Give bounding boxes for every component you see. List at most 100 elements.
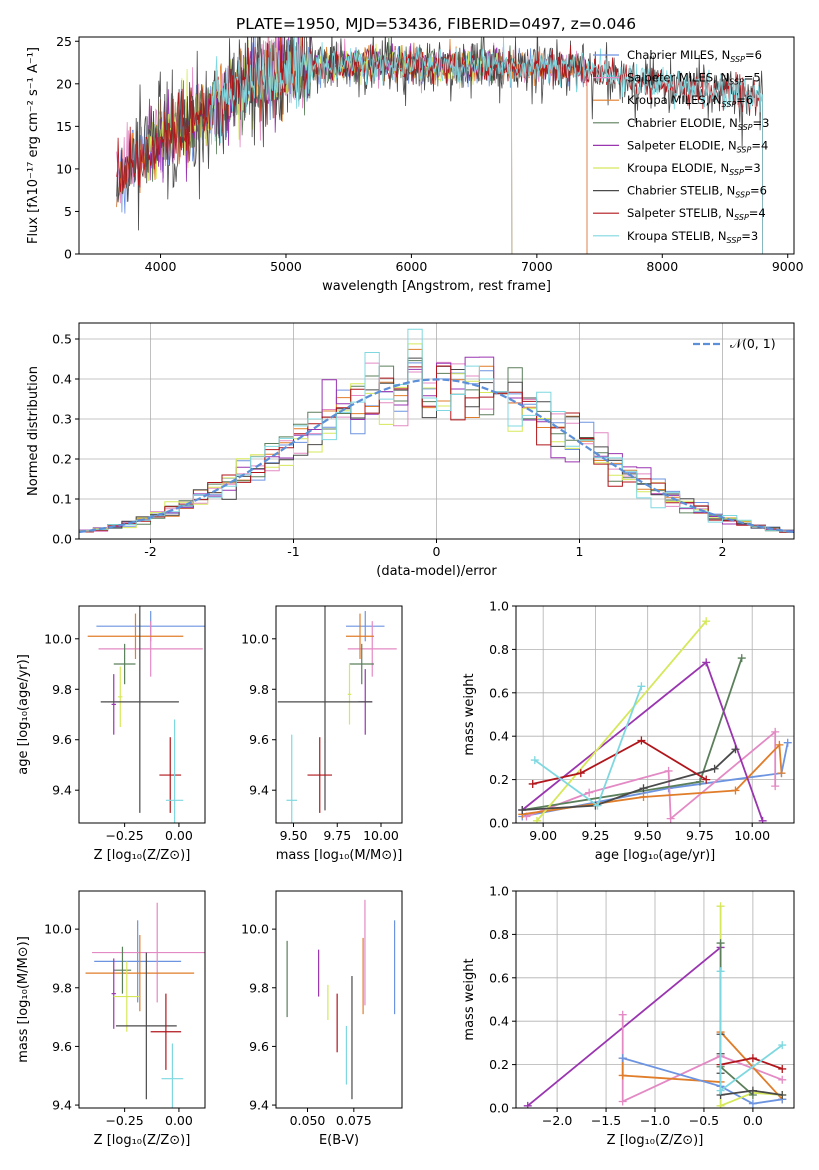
x-tick-label: −0.25 (105, 828, 143, 843)
data-point-marker (695, 777, 704, 786)
spectrum-legend: Chabrier MILES, NSSP=6 Salpeter MILES, NS… (593, 48, 769, 245)
data-point-marker (758, 816, 767, 823)
data-point-marker (716, 902, 725, 911)
y-axis-label: Flux [fλ10⁻¹⁷ erg cm⁻² s⁻¹ A⁻¹] (26, 47, 41, 244)
panel-age_vs_Z: −0.25 0.00 9.4 9.6 9.8 10.0 Z [log₁₀(Z/Z⊙)] age… (16, 605, 206, 863)
data-point-marker (710, 764, 719, 773)
x-axis-label: mass [log₁₀(M/M⊙)] (276, 848, 403, 863)
y-tick-label: 0.5 (52, 332, 72, 347)
y-axis-label: mass weight (462, 673, 477, 755)
y-tick-label: 0.4 (489, 1014, 509, 1029)
panel-spectrum: Chabrier MILES, NSSP=6 Salpeter MILES, NS… (26, 34, 804, 294)
plot-area-age_vs_mass (277, 606, 397, 823)
data-point-marker (737, 654, 746, 663)
legend-entry: Salpeter ELODIE, NSSP=4 (627, 138, 768, 154)
x-tick-label: 10.00 (734, 828, 770, 843)
x-tick-label: −0.25 (105, 1113, 143, 1128)
x-tick-label: -1 (287, 544, 299, 559)
y-tick-label: 0.0 (489, 1101, 509, 1116)
y-tick-label: 10.0 (44, 631, 72, 646)
data-point-marker (518, 805, 527, 814)
y-tick-label: 25 (56, 34, 72, 49)
data-point-marker (778, 1064, 787, 1073)
legend-entry: Chabrier MILES, NSSP=6 (627, 48, 762, 64)
panel-age_vs_mass: 9.50 9.75 10.00 9.4 9.6 9.8 10.0 mass [log₁₀(M/… (241, 605, 403, 863)
data-point-marker (523, 1101, 532, 1108)
y-tick-label: 9.4 (249, 1098, 269, 1113)
x-tick-label: 9.75 (686, 828, 714, 843)
axes-frame (515, 605, 795, 824)
data-point-marker (618, 1097, 627, 1106)
x-tick-label: −2.0 (542, 1113, 572, 1128)
data-point-marker (618, 1071, 627, 1080)
data-point-marker (778, 1041, 787, 1050)
data-point-marker (778, 1075, 787, 1084)
legend-entry: Kroupa STELIB, NSSP=3 (627, 229, 758, 245)
data-point-marker (585, 788, 594, 797)
data-point-marker (637, 736, 646, 745)
data-point-marker (783, 738, 792, 747)
data-point-marker (731, 745, 740, 754)
x-tick-label: 9.75 (323, 828, 351, 843)
x-tick-label: 0.075 (336, 1113, 372, 1128)
y-tick-label: 0.2 (489, 1057, 509, 1072)
y-tick-label: 9.8 (249, 682, 269, 697)
axes-frame (275, 890, 403, 1109)
plot-area-spectrum (116, 37, 763, 254)
y-tick-label: 0.4 (489, 729, 509, 744)
x-axis-label: E(B-V) (319, 1133, 359, 1148)
y-tick-label: 9.4 (52, 783, 72, 798)
figure-title: PLATE=1950, MJD=53436, FIBERID=0497, z=0… (236, 15, 636, 33)
y-tick-label: 0.6 (489, 970, 509, 985)
y-axis-label: Normed distribution (26, 366, 41, 496)
data-point-marker (576, 769, 585, 778)
y-tick-label: 10.0 (241, 922, 269, 937)
panel-weight_vs_Z: −2.0 −1.5 −1.0 −0.5 0.0 0.0 0.2 0.4 0.6 0.8 1.0 Z [… (462, 884, 795, 1148)
axes-frame (78, 36, 795, 255)
plot-area-weight_vs_age (518, 617, 792, 823)
weight-series-line (532, 739, 707, 785)
axes-frame (275, 605, 403, 824)
y-tick-label: 9.6 (249, 1039, 269, 1054)
legend-entry: 𝒩(0, 1) (730, 336, 776, 351)
data-point-marker (775, 740, 784, 749)
y-tick-label: 0.2 (52, 452, 72, 467)
data-point-marker (530, 756, 539, 765)
x-tick-label: -2 (144, 544, 156, 559)
y-tick-label: 0 (64, 247, 72, 262)
x-tick-label: 9.50 (280, 828, 308, 843)
panel-residuals: 𝒩(0, 1) -2 -1 0 1 2 0.0 0.1 0.2 0.3 0.4 0.5 (data-mo… (26, 322, 795, 579)
y-tick-label: 0.4 (52, 372, 72, 387)
data-point-marker (771, 727, 780, 736)
x-tick-label: 10.00 (363, 828, 399, 843)
data-point-marker (618, 1054, 627, 1063)
data-point-marker (639, 792, 648, 801)
data-point-marker (778, 1090, 787, 1099)
data-point-marker (532, 816, 541, 823)
y-axis-label: mass [log₁₀(M/M⊙)] (16, 936, 31, 1063)
data-point-marker (716, 967, 725, 976)
axes-frame (78, 605, 206, 824)
weight-series-line (527, 946, 722, 1107)
data-point-marker (702, 775, 711, 784)
y-tick-label: 0.0 (489, 816, 509, 831)
x-tick-label: 9000 (772, 259, 804, 274)
y-tick-label: 1.0 (489, 884, 509, 899)
axes-frame (78, 890, 206, 1109)
x-tick-label: 2 (719, 544, 727, 559)
data-point-marker (702, 617, 711, 626)
data-point-marker (639, 784, 648, 793)
x-tick-label: 6000 (396, 259, 428, 274)
data-point-marker (777, 769, 786, 778)
data-point-marker (666, 814, 675, 823)
data-point-marker (771, 782, 780, 791)
x-tick-label: −1.0 (640, 1113, 670, 1128)
y-axis-label: mass weight (462, 958, 477, 1040)
legend-entry: Salpeter MILES, NSSP=5 (627, 71, 761, 87)
y-axis-label: age [log₁₀(age/yr)] (16, 654, 31, 775)
y-tick-label: 5 (64, 204, 72, 219)
y-tick-label: 0.8 (489, 642, 509, 657)
x-axis-label: (data-model)/error (376, 564, 497, 579)
x-tick-label: 7000 (521, 259, 553, 274)
y-tick-label: 9.4 (249, 783, 269, 798)
